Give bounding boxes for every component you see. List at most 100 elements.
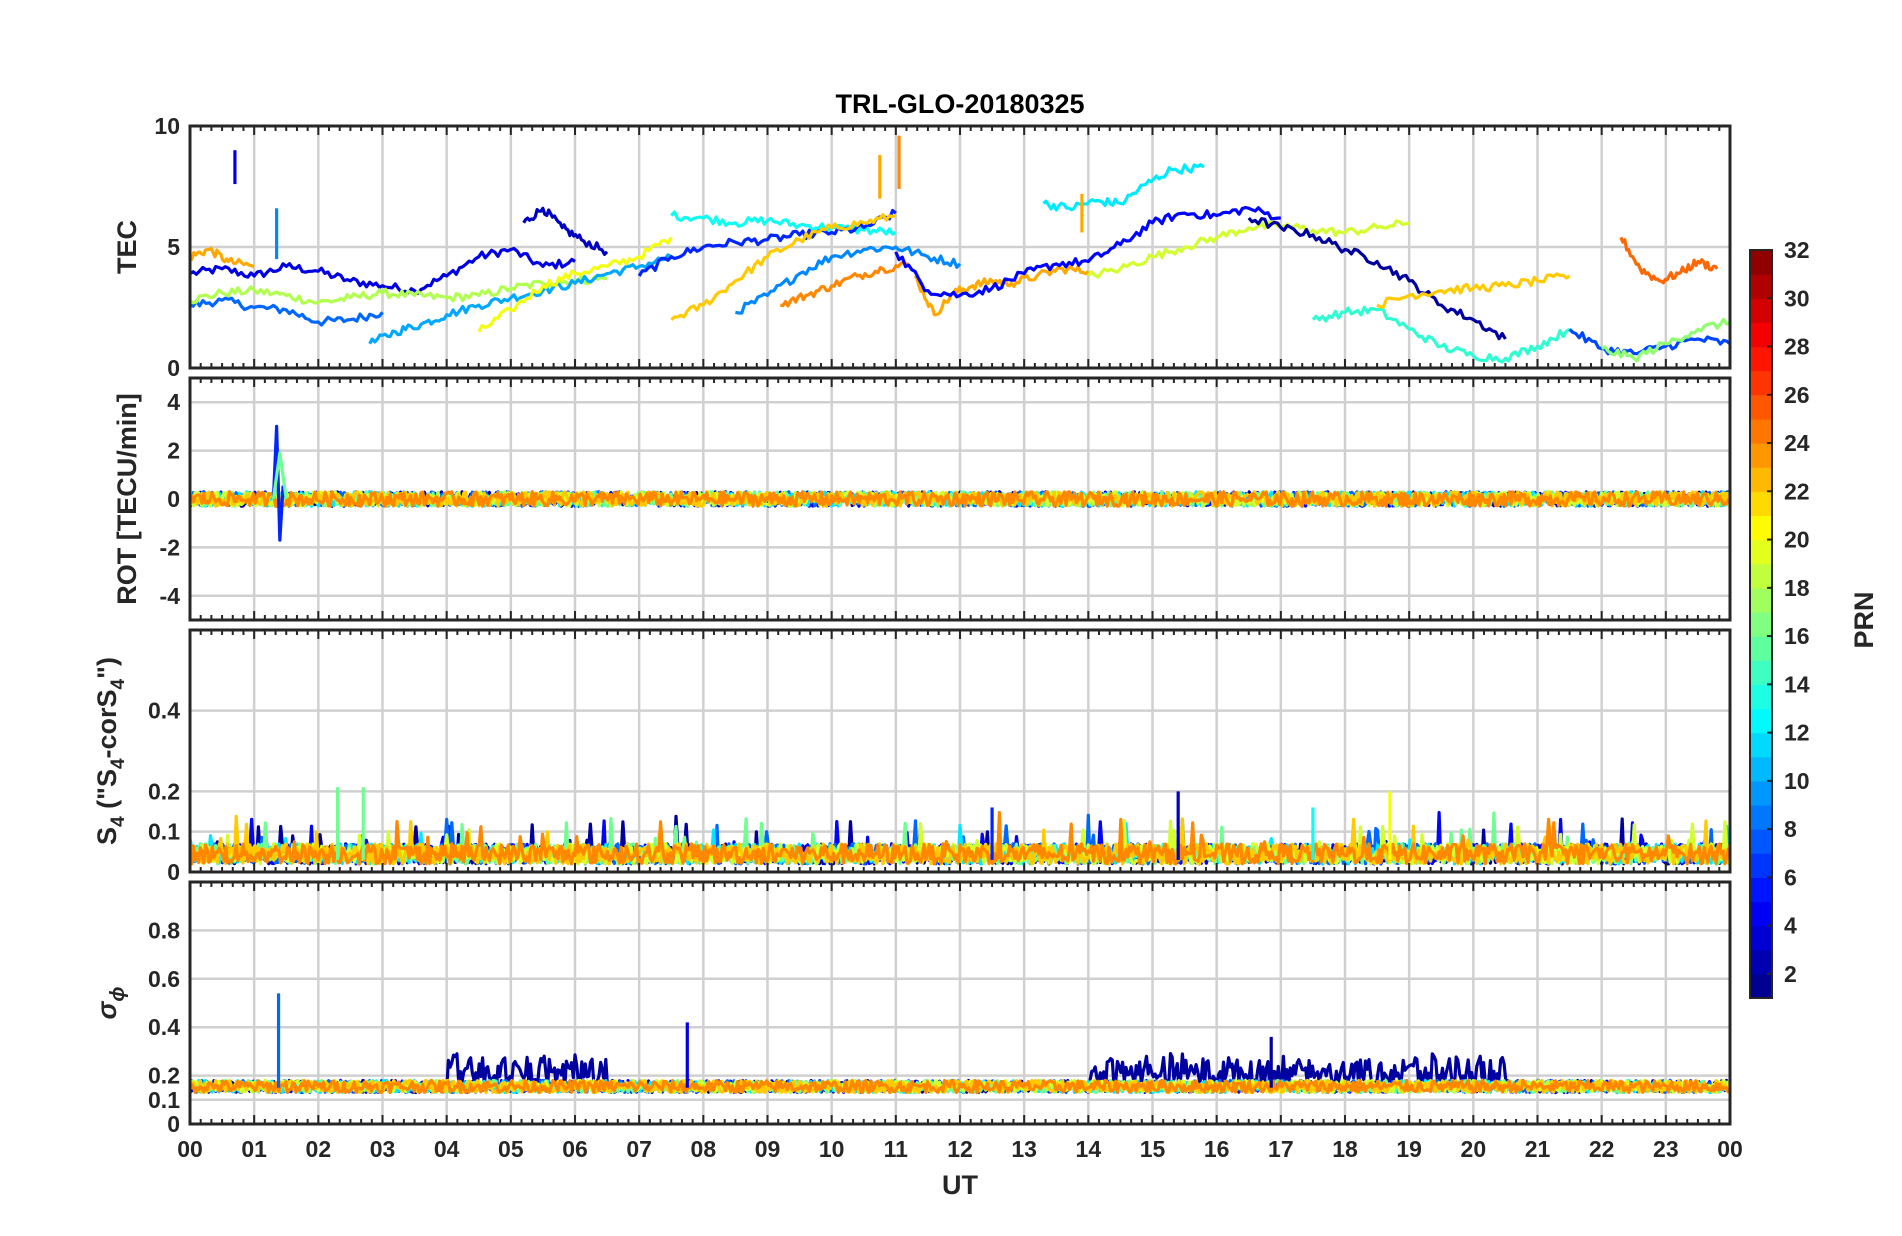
colorbar-band xyxy=(1750,636,1772,661)
x-tick-label: 18 xyxy=(1332,1136,1358,1162)
x-axis-ticks: 00 01 02 03 04 05 06 07 08 09 10 11 12 13 14 15 16 17 18 19… xyxy=(177,1136,1743,1162)
sigma-phi-panel: 00.10.2 0.4 0.6 0.8 xyxy=(148,880,1732,1137)
colorbar-tick-label: 6 xyxy=(1784,864,1797,890)
colorbar-tick-label: 32 xyxy=(1784,237,1810,263)
x-tick-label: 05 xyxy=(498,1136,524,1162)
tec-trace-prn-5 xyxy=(894,205,1281,299)
sig-ytick-label: 0.1 xyxy=(148,1087,180,1113)
tec-trace-prn-17 xyxy=(1600,317,1730,363)
tec-trace-prn-12 xyxy=(1042,163,1205,212)
tec-ytick-label: 0 xyxy=(167,355,180,381)
x-axis-label: UT xyxy=(942,1170,978,1200)
tec-trace-prn-23 xyxy=(190,246,255,268)
colorbar-band xyxy=(1750,660,1772,685)
colorbar-tick-label: 4 xyxy=(1784,913,1797,939)
colorbar-tick-label: 18 xyxy=(1784,575,1810,601)
colorbar-band xyxy=(1750,925,1772,951)
colorbar-tick-label: 12 xyxy=(1784,720,1810,746)
colorbar-tick-label: 10 xyxy=(1784,768,1810,794)
colorbar-band xyxy=(1750,877,1772,903)
tec-trace-prn-2 xyxy=(1247,216,1507,341)
x-tick-label: 21 xyxy=(1525,1136,1551,1162)
colorbar-band xyxy=(1750,515,1772,541)
colorbar-band xyxy=(1750,322,1772,348)
colorbar-band xyxy=(1750,491,1772,517)
tec-trace-prn-8 xyxy=(190,296,384,327)
colorbar-band xyxy=(1750,732,1772,758)
x-tick-label: 23 xyxy=(1653,1136,1679,1162)
colorbar-band xyxy=(1750,250,1772,275)
rot-ylabel: ROT [TECU/min] xyxy=(112,393,142,604)
s4-trace-prn-22 xyxy=(190,814,1730,866)
colorbar-tick-label: 22 xyxy=(1784,478,1810,504)
colorbar-band xyxy=(1750,611,1772,637)
x-tick-label: 10 xyxy=(819,1136,845,1162)
colorbar-band xyxy=(1750,467,1772,492)
x-tick-label: 20 xyxy=(1461,1136,1487,1162)
x-tick-label: 15 xyxy=(1140,1136,1166,1162)
s4-ytick-label: 0.2 xyxy=(148,778,180,804)
sig-ytick-label: 0.2 xyxy=(148,1063,180,1089)
colorbar-tick-label: 2 xyxy=(1784,961,1797,987)
colorbar-band xyxy=(1750,298,1772,323)
colorbar-tick-label: 20 xyxy=(1784,527,1810,553)
colorbar-tick-label: 28 xyxy=(1784,334,1810,360)
rot-spike-16 xyxy=(271,451,288,500)
tec-trace-prn-24 xyxy=(779,260,910,308)
x-tick-label: 00 xyxy=(177,1136,203,1162)
colorbar-band xyxy=(1750,587,1772,613)
colorbar-band xyxy=(1750,949,1772,975)
tec-trace-prn-19 xyxy=(1087,219,1410,279)
colorbar-band xyxy=(1750,443,1772,468)
tec-trace-prn-3 xyxy=(522,206,609,256)
rot-ytick-label: -4 xyxy=(160,583,181,609)
colorbar-band xyxy=(1750,756,1772,782)
rot-ytick-label: 0 xyxy=(167,486,180,512)
tec-trace-prn-10 xyxy=(368,253,673,345)
colorbar-band xyxy=(1750,370,1772,396)
tec-trace-prn-9 xyxy=(735,245,962,315)
colorbar-band xyxy=(1750,394,1772,420)
s4-panel: 0 0.1 0.2 0.4 xyxy=(148,628,1732,885)
colorbar-tick-label: 16 xyxy=(1784,623,1810,649)
tec-trace-prn-23b xyxy=(913,265,1090,317)
colorbar-tick-label: 14 xyxy=(1784,671,1810,697)
colorbar-tick-label: 26 xyxy=(1784,382,1810,408)
x-tick-label: 01 xyxy=(241,1136,267,1162)
colorbar-band xyxy=(1750,804,1772,830)
tec-trace-prn-7 xyxy=(1568,328,1730,358)
colorbar-band xyxy=(1750,829,1772,854)
x-tick-label: 16 xyxy=(1204,1136,1230,1162)
colorbar-tick-label: 24 xyxy=(1784,430,1810,456)
x-tick-label: 02 xyxy=(306,1136,332,1162)
rot-ytick-label: 4 xyxy=(167,389,180,415)
x-tick-label: 09 xyxy=(755,1136,781,1162)
colorbar-band xyxy=(1750,853,1772,878)
sigma-phi-ylabel: σϕ xyxy=(92,986,129,1019)
x-tick-label: 08 xyxy=(691,1136,717,1162)
colorbar-band xyxy=(1750,708,1772,734)
s4-trace-prn-24 xyxy=(190,811,1730,866)
colorbar-band xyxy=(1750,539,1772,565)
rot-trace-prn-24 xyxy=(190,490,1730,508)
x-tick-label: 07 xyxy=(626,1136,652,1162)
tec-ytick-label: 10 xyxy=(154,113,180,139)
tec-trace-prn-6 xyxy=(637,208,897,277)
tec-ylabel: TEC xyxy=(112,220,142,274)
tec-trace-prn-25 xyxy=(1619,236,1719,285)
chart-title: TRL-GLO-20180325 xyxy=(835,89,1084,119)
x-tick-label: 06 xyxy=(562,1136,588,1162)
tec-trace-prn-13 xyxy=(670,210,897,236)
s4-ylabel: S4 ("S4-corS4") xyxy=(92,657,129,845)
tec-trace-prn-14 xyxy=(1311,305,1571,364)
colorbar-band xyxy=(1750,346,1772,372)
x-tick-label: 22 xyxy=(1589,1136,1615,1162)
sig-ytick-label: 0 xyxy=(167,1111,180,1137)
s4-ytick-label: 0.4 xyxy=(148,698,180,724)
sig-plot-area xyxy=(190,993,1730,1095)
sig-trace-prn-24 xyxy=(190,1078,1730,1095)
x-tick-label: 03 xyxy=(370,1136,396,1162)
x-tick-label: 00 xyxy=(1717,1136,1743,1162)
colorbar-band xyxy=(1750,684,1772,710)
colorbar-band xyxy=(1750,780,1772,806)
